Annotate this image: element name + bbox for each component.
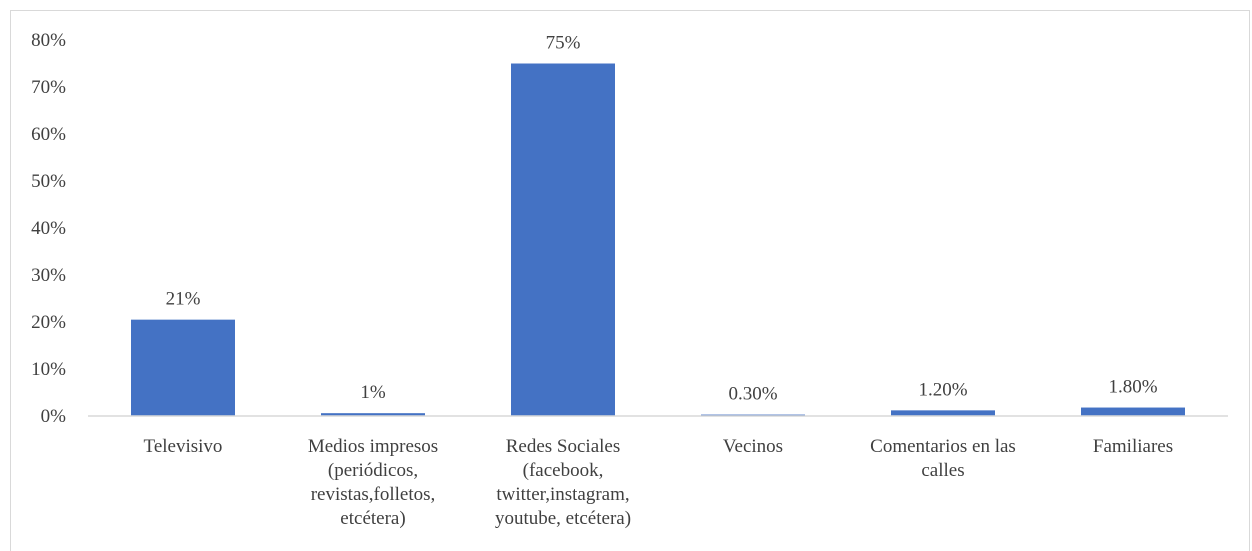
x-tick-label: Familiares — [1093, 436, 1173, 457]
x-tick-label: Redes Sociales (facebook, twitter,instagra… — [495, 436, 631, 529]
data-label: 21% — [166, 289, 201, 310]
bar — [321, 413, 425, 416]
y-tick-label: 20% — [31, 312, 66, 333]
bar — [131, 319, 235, 416]
x-tick-label: Comentarios en las calles — [870, 436, 1016, 481]
y-tick-label: 10% — [31, 359, 66, 380]
x-tick-label: Vecinos — [723, 436, 783, 457]
y-tick-label: 80% — [31, 30, 66, 51]
data-label: 1.80% — [1108, 377, 1157, 398]
y-tick-label: 0% — [41, 406, 67, 427]
y-tick-label: 50% — [31, 171, 66, 192]
bar — [1081, 407, 1185, 416]
y-tick-label: 70% — [31, 77, 66, 98]
y-tick-label: 30% — [31, 265, 66, 286]
data-label: 1% — [360, 382, 386, 403]
chart-frame — [10, 10, 1250, 551]
bar — [891, 410, 995, 416]
data-label: 75% — [546, 33, 581, 54]
y-tick-label: 40% — [31, 218, 66, 239]
data-label: 1.20% — [918, 379, 967, 400]
bar — [511, 63, 615, 416]
y-tick-label: 60% — [31, 124, 66, 145]
x-tick-label: Televisivo — [144, 436, 223, 457]
data-label: 0.30% — [728, 384, 777, 405]
x-tick-label: Medios impresos (periódicos, revistas,foll… — [308, 436, 438, 529]
